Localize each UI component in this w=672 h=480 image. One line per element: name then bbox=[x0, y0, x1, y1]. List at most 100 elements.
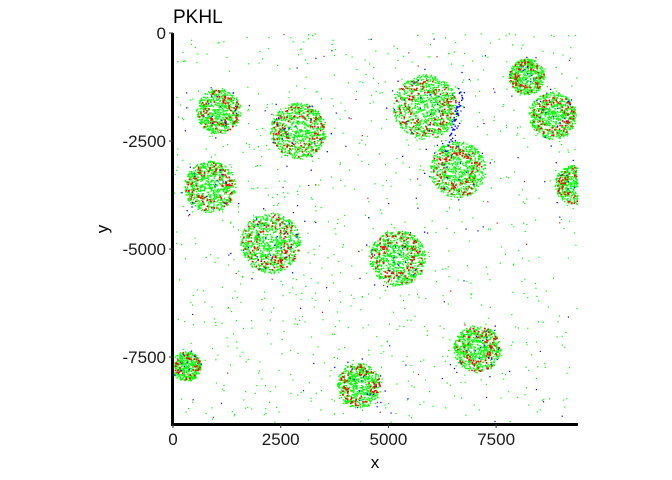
data-point bbox=[541, 107, 543, 109]
data-point bbox=[206, 103, 208, 106]
data-point bbox=[436, 123, 439, 126]
data-point bbox=[287, 126, 289, 128]
data-point bbox=[228, 97, 231, 100]
data-point bbox=[413, 129, 415, 132]
data-point bbox=[409, 87, 411, 90]
data-point bbox=[217, 113, 219, 116]
data-point bbox=[320, 128, 322, 130]
data-point bbox=[447, 89, 449, 91]
data-point bbox=[292, 157, 294, 159]
data-point bbox=[447, 154, 449, 156]
data-point bbox=[411, 81, 413, 83]
data-point bbox=[434, 89, 436, 92]
data-point bbox=[213, 109, 215, 112]
data-point bbox=[475, 165, 477, 168]
data-point bbox=[306, 132, 309, 134]
data-point bbox=[567, 118, 570, 120]
data-point bbox=[210, 190, 212, 192]
data-point bbox=[204, 123, 206, 125]
data-point bbox=[304, 155, 306, 157]
data-point bbox=[227, 115, 230, 118]
data-point bbox=[201, 177, 203, 179]
data-point bbox=[221, 122, 223, 124]
data-point bbox=[448, 162, 450, 164]
data-point bbox=[517, 81, 520, 83]
data-point bbox=[230, 103, 232, 106]
data-point bbox=[526, 86, 528, 88]
data-point bbox=[444, 86, 446, 88]
data-point bbox=[514, 73, 517, 75]
data-point bbox=[530, 91, 532, 94]
data-point bbox=[533, 119, 535, 121]
data-point bbox=[411, 128, 413, 130]
data-point bbox=[467, 167, 469, 170]
data-point bbox=[312, 135, 314, 137]
data-point bbox=[533, 121, 535, 123]
data-point bbox=[435, 94, 437, 97]
data-point bbox=[429, 84, 431, 86]
data-point bbox=[509, 75, 511, 77]
data-point bbox=[447, 102, 450, 104]
data-point bbox=[444, 127, 447, 130]
data-point bbox=[532, 69, 535, 71]
data-point bbox=[215, 197, 217, 200]
data-point bbox=[519, 70, 521, 72]
data-point bbox=[226, 204, 228, 207]
data-point bbox=[544, 107, 546, 109]
data-point bbox=[552, 116, 555, 118]
data-point bbox=[537, 121, 540, 123]
data-point bbox=[307, 146, 310, 148]
data-point bbox=[198, 116, 201, 118]
data-point bbox=[466, 150, 468, 152]
data-point bbox=[217, 90, 219, 93]
data-point bbox=[196, 108, 199, 110]
data-point bbox=[443, 104, 445, 107]
data-point bbox=[225, 124, 227, 127]
data-point bbox=[423, 105, 425, 107]
data-point bbox=[421, 82, 423, 85]
data-point bbox=[423, 114, 425, 116]
data-point bbox=[527, 89, 529, 91]
data-point bbox=[432, 86, 434, 89]
data-point bbox=[469, 154, 471, 157]
data-point bbox=[398, 88, 401, 90]
data-point bbox=[552, 112, 555, 114]
data-point bbox=[448, 111, 451, 113]
data-point bbox=[448, 176, 450, 178]
data-point bbox=[271, 138, 273, 140]
data-point bbox=[208, 182, 210, 185]
data-point bbox=[216, 104, 218, 106]
data-point bbox=[297, 138, 299, 140]
data-point bbox=[323, 131, 325, 133]
data-point bbox=[476, 162, 478, 164]
data-point bbox=[457, 146, 459, 148]
data-point bbox=[508, 80, 511, 83]
data-point bbox=[430, 99, 432, 102]
data-point bbox=[210, 116, 212, 118]
data-point bbox=[202, 108, 204, 110]
data-point bbox=[232, 125, 234, 128]
data-point bbox=[528, 60, 531, 63]
data-point bbox=[435, 82, 437, 84]
data-point bbox=[444, 88, 446, 91]
data-point bbox=[445, 157, 447, 159]
data-point bbox=[278, 140, 280, 142]
data-point bbox=[225, 102, 227, 105]
data-point bbox=[187, 199, 190, 202]
data-point bbox=[484, 167, 486, 169]
data-point bbox=[228, 109, 231, 111]
data-point bbox=[315, 145, 317, 147]
data-point bbox=[405, 85, 408, 88]
data-point bbox=[232, 97, 234, 99]
data-point bbox=[563, 121, 566, 123]
data-point bbox=[445, 188, 447, 191]
data-point bbox=[474, 157, 476, 159]
data-point bbox=[528, 84, 531, 87]
data-point bbox=[527, 58, 530, 60]
data-point bbox=[443, 97, 445, 99]
data-point bbox=[528, 91, 531, 93]
data-point bbox=[416, 103, 419, 105]
data-point bbox=[392, 107, 395, 109]
data-point bbox=[547, 111, 550, 114]
data-point bbox=[520, 61, 522, 63]
